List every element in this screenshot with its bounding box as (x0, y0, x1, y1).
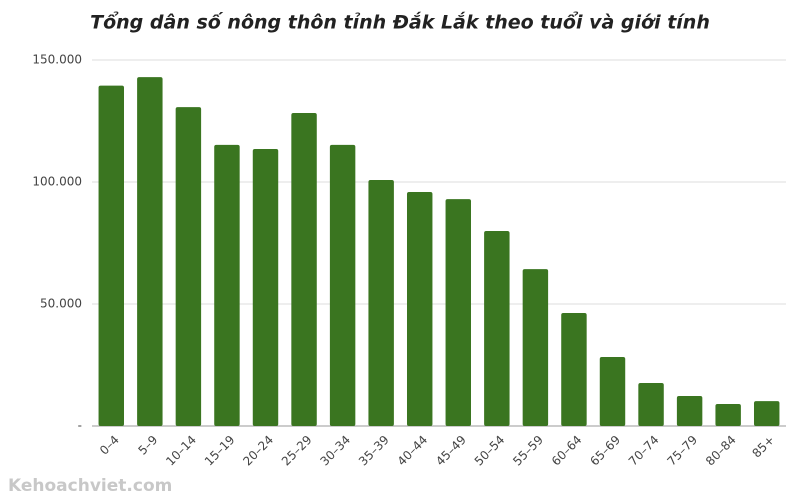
bar (753, 401, 780, 426)
x-tick-label: 85+ (750, 433, 778, 461)
bar (561, 313, 587, 426)
bar (406, 192, 433, 426)
x-tick-label: 55–59 (510, 433, 546, 469)
bar (252, 149, 279, 426)
bar (329, 144, 356, 427)
x-tick-label: 10–14 (163, 433, 199, 469)
x-tick-label: 60–64 (549, 433, 585, 469)
x-tick-label: 40–44 (395, 433, 431, 469)
bar (484, 231, 510, 426)
x-tick-label: 15–19 (202, 433, 238, 469)
y-tick-label: 100.000 (32, 175, 82, 189)
bar (445, 199, 472, 426)
x-tick-label: 30–34 (317, 433, 353, 469)
y-tick-label: 150.000 (32, 53, 82, 67)
bar (137, 77, 163, 426)
bar (175, 107, 202, 426)
bar (368, 180, 394, 426)
bar (676, 395, 703, 426)
x-tick-label: 35–39 (356, 433, 392, 469)
chart-title: Tổng dân số nông thôn tỉnh Đắk Lắk theo … (90, 11, 710, 34)
x-tick-label: 80–84 (703, 433, 739, 469)
x-tick-label: 50–54 (472, 433, 508, 469)
x-tick-label: 65–69 (587, 433, 623, 469)
bar (522, 269, 549, 426)
bar (291, 112, 317, 426)
x-tick-label: 25–29 (279, 433, 315, 469)
x-tick-label: 75–79 (664, 433, 700, 469)
bar (638, 383, 664, 426)
bar (715, 404, 741, 426)
x-tick-label: 20–24 (240, 433, 276, 469)
bar (599, 356, 626, 426)
x-tick-label: 0–4 (97, 433, 122, 458)
x-tick-label: 70–74 (626, 433, 662, 469)
x-tick-label: 5–9 (135, 433, 160, 458)
bar (214, 144, 240, 427)
x-tick-label: 45–49 (433, 433, 469, 469)
watermark: Kehoachviet.com (8, 476, 172, 496)
y-tick-label: - (78, 419, 82, 433)
y-tick-label: 50.000 (40, 297, 82, 311)
bar (98, 85, 125, 427)
